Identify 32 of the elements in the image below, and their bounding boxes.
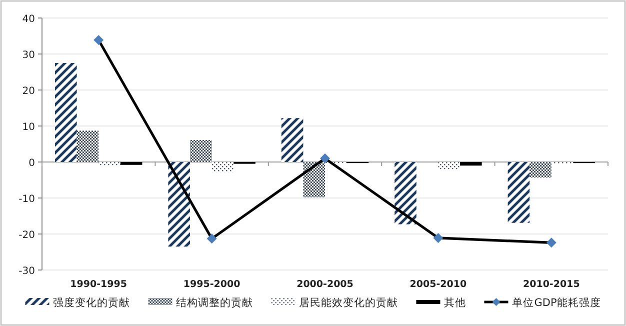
bar	[530, 162, 552, 178]
x-tick-label: 1990-1995	[70, 279, 128, 290]
bar	[76, 130, 99, 162]
legend-label: 强度变化的贡献	[53, 296, 130, 309]
bar	[212, 162, 234, 172]
y-tick-label: 40	[22, 14, 35, 25]
bar	[508, 162, 530, 223]
legend-label: 居民能效变化的贡献	[299, 296, 398, 309]
y-tick-label: -10	[18, 194, 35, 205]
bar	[460, 162, 482, 166]
x-tick-label: 1995-2000	[183, 279, 241, 290]
bar	[168, 162, 190, 247]
x-tick-label: 2010-2015	[522, 279, 580, 290]
y-tick-label: -30	[18, 266, 35, 277]
y-tick-label: 30	[22, 50, 35, 61]
x-tick-label: 2000-2005	[296, 279, 354, 290]
bar	[190, 140, 212, 162]
bar	[55, 63, 77, 162]
legend-label: 其他	[444, 296, 466, 309]
bar	[120, 162, 142, 165]
bar	[438, 162, 460, 170]
y-tick-label: 0	[28, 158, 35, 169]
y-tick-label: -20	[18, 230, 35, 241]
bar	[98, 162, 120, 166]
bar	[394, 162, 416, 224]
bar	[281, 118, 304, 162]
y-tick-label: 10	[22, 122, 35, 133]
y-tick-label: 20	[22, 86, 35, 97]
legend-label: 单位GDP能耗强度	[512, 296, 601, 309]
legend-label: 结构调整的贡献	[176, 296, 254, 309]
bar	[303, 162, 325, 198]
x-tick-label: 2005-2010	[410, 279, 467, 290]
